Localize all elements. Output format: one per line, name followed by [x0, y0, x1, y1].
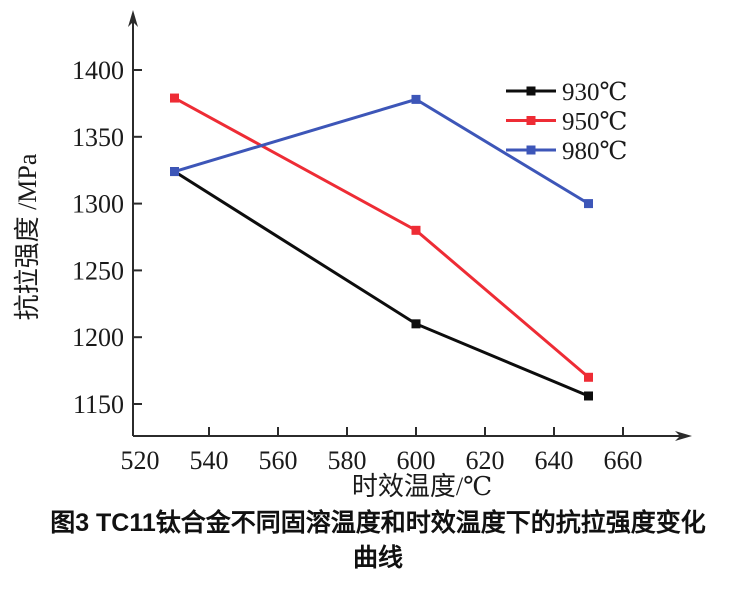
series-line-950 [173, 96, 590, 379]
caption-line-1: 图3 TC11钛合金不同固溶温度和时效温度下的抗拉强度变化 [50, 509, 706, 537]
legend-item-930: 930℃ [506, 79, 627, 106]
y-tick-label-1300: 1300 [72, 190, 124, 219]
series-950 [170, 93, 593, 382]
y-tick-label-1350: 1350 [72, 123, 124, 152]
series-930 [170, 167, 593, 401]
marker-980-600 [411, 94, 421, 104]
marker-980-650 [584, 199, 593, 209]
y-tick-label-1400: 1400 [72, 56, 124, 85]
line-chart: 520 540 560 580 600 620 640 660 1150 1200 1250 1300… [13, 10, 692, 501]
legend-item-980: 980℃ [506, 138, 627, 165]
y-tick-label-1200: 1200 [72, 323, 124, 352]
marker-980-530 [170, 167, 179, 177]
x-tick-label-600: 600 [397, 446, 436, 475]
marker-950-600 [411, 225, 421, 235]
marker-950-650 [584, 372, 593, 382]
x-tick-label-540: 540 [190, 446, 229, 475]
marker-930-600 [411, 319, 421, 329]
y-tick-label-1150: 1150 [73, 390, 124, 419]
x-tick-label-580: 580 [328, 446, 367, 475]
legend-label-950: 950℃ [562, 109, 627, 136]
y-axis-arrowhead-icon [128, 10, 138, 27]
marker-930-650 [584, 391, 593, 401]
legend-marker-icon [526, 86, 536, 96]
caption-line-2: 曲线 [352, 544, 403, 572]
legend-label-980: 980℃ [562, 138, 627, 165]
legend-label-930: 930℃ [562, 79, 627, 106]
figure-caption: 图3 TC11钛合金不同固溶温度和时效温度下的抗拉强度变化 曲线 [0, 506, 756, 576]
y-axis-title: 抗拉强度 /MPa [13, 153, 42, 320]
x-tick-label-520: 520 [121, 446, 160, 475]
legend-item-950: 950℃ [506, 109, 627, 136]
x-tick-label-640: 640 [535, 446, 574, 475]
x-tick-label-620: 620 [466, 446, 505, 475]
legend-marker-icon [526, 145, 536, 155]
x-axis-arrowhead-icon [675, 431, 692, 441]
series-980 [170, 94, 593, 209]
x-tick-label-660: 660 [604, 446, 643, 475]
legend-marker-icon [526, 116, 536, 125]
series-line-930 [173, 170, 590, 398]
x-tick-label-560: 560 [259, 446, 298, 475]
marker-950-530 [170, 93, 179, 103]
y-tick-label-1250: 1250 [72, 256, 124, 285]
x-axis-title: 时效温度/℃ [352, 472, 492, 501]
